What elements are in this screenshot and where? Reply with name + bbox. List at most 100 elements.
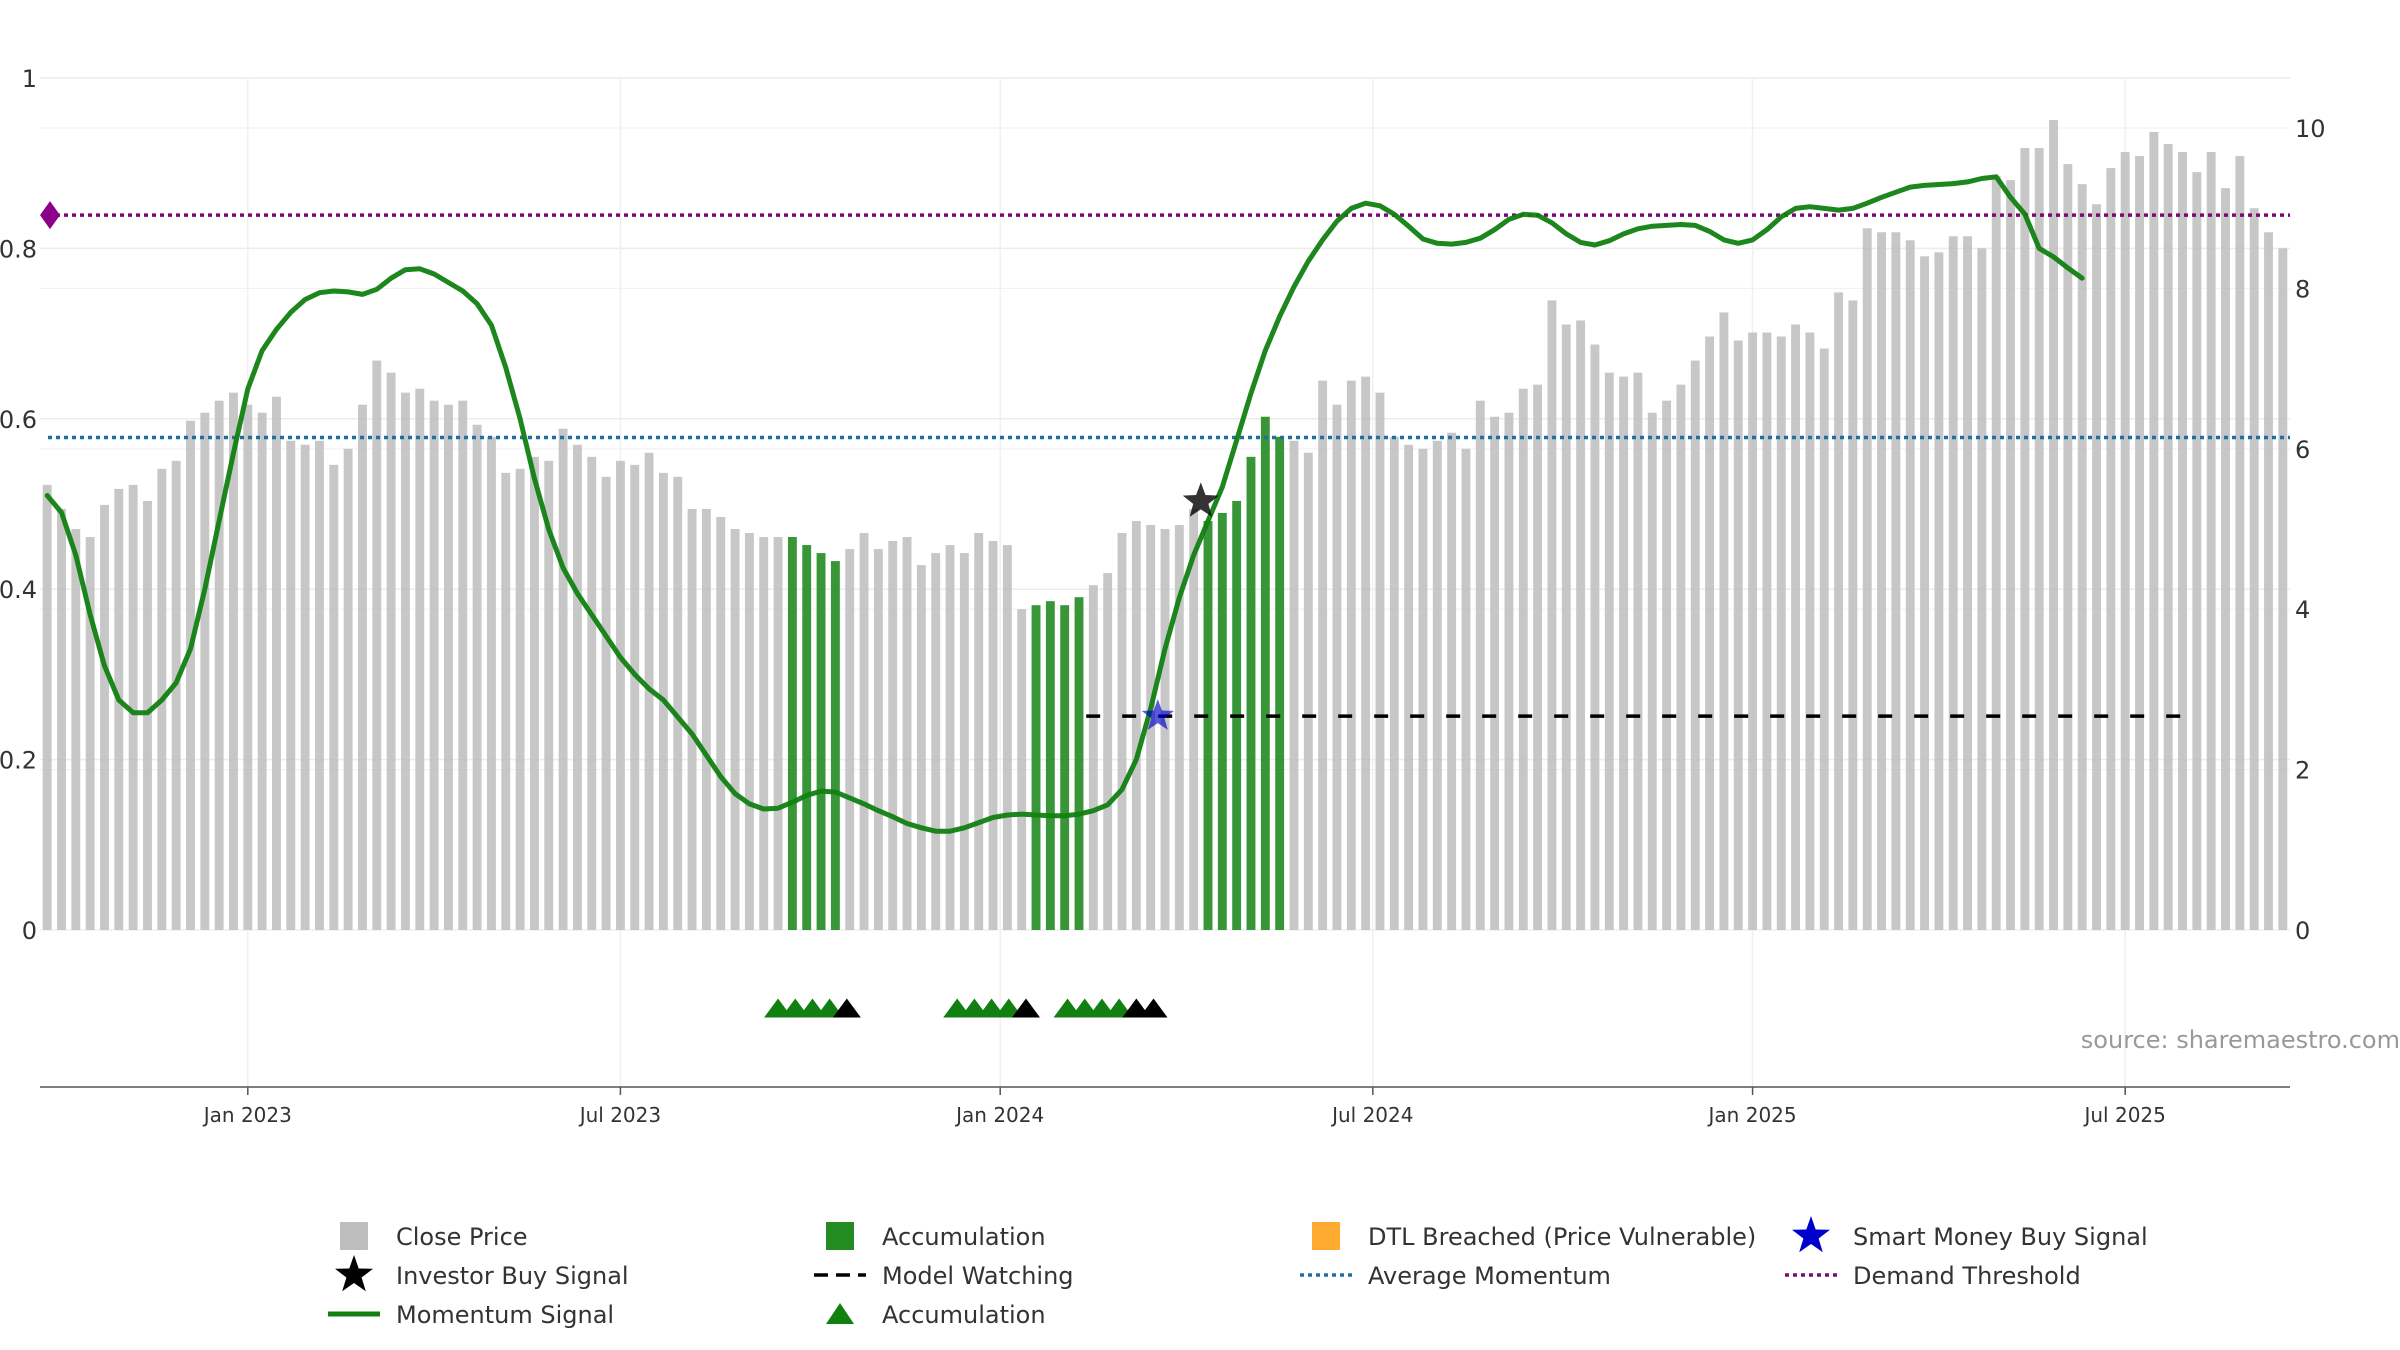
close-price-bar [1776, 336, 1786, 930]
legend-label: Momentum Signal [396, 1301, 614, 1329]
close-price-bar [1619, 376, 1629, 930]
close-price-bar [1920, 256, 1929, 930]
x-tick-label: Jan 2025 [1707, 1103, 1797, 1127]
close-price-bar [845, 549, 855, 930]
close-price-bar [1103, 573, 1113, 930]
accumulation-final-marker [1011, 998, 1040, 1018]
legend-item: Accumulation [826, 1301, 1046, 1329]
close-price-bar [486, 436, 496, 930]
accumulation-bar [1045, 601, 1055, 930]
close-price-bar [171, 460, 181, 930]
close-price-bar [85, 537, 95, 930]
legend-label: Investor Buy Signal [396, 1262, 629, 1290]
close-price-bar [2206, 152, 2216, 930]
signal-markers [40, 201, 1219, 1018]
close-price-bar [315, 440, 324, 930]
close-price-bar [1375, 392, 1385, 930]
close-price-bar [2020, 148, 2030, 931]
close-price-bar [443, 404, 453, 930]
accumulation-bar [802, 545, 812, 930]
close-price-bar [701, 508, 711, 930]
accumulation-final-marker [832, 998, 861, 1018]
close-price-bar [1389, 436, 1399, 930]
close-price-bar [687, 508, 697, 930]
close-price-bar [1948, 236, 1958, 930]
close-price-bar [2178, 152, 2187, 930]
legend-label: Smart Money Buy Signal [1853, 1223, 2148, 1251]
close-price-bar [544, 460, 554, 930]
x-tick-label: Jan 2023 [202, 1103, 292, 1127]
legend-item: Smart Money Buy Signal [1792, 1216, 2148, 1253]
close-price-bar [372, 360, 382, 931]
close-price-bar [902, 537, 912, 930]
close-price-bar [458, 400, 468, 930]
accumulation-bar [1246, 456, 1256, 930]
x-tick-label: Jan 2024 [954, 1103, 1044, 1127]
close-price-bar [1504, 412, 1514, 931]
close-price-bar [2249, 208, 2259, 930]
close-price-bar [1762, 332, 1772, 930]
close-price-bar [1318, 380, 1328, 930]
close-price-bar [1561, 324, 1571, 930]
close-price-bar [1862, 228, 1872, 930]
close-price-bar [2063, 164, 2073, 931]
close-price-bar [358, 404, 367, 930]
legend-item: Demand Threshold [1785, 1262, 2081, 1290]
close-price-bar [988, 541, 998, 930]
close-price-bar [1719, 312, 1729, 931]
close-price-bar [1977, 248, 1987, 931]
right-tick-label: 2 [2295, 757, 2310, 785]
x-tick-label: Jul 2025 [2082, 1103, 2165, 1127]
close-price-bar [2192, 172, 2202, 931]
accumulation-final-marker [1139, 998, 1168, 1018]
accumulation-bar [1217, 512, 1227, 930]
close-price-bar [959, 553, 969, 930]
accumulation-bar [1074, 597, 1084, 930]
close-price-bar [2149, 132, 2159, 930]
close-price-bar [1905, 240, 1915, 930]
close-price-bar [386, 372, 396, 930]
close-price-bar [214, 400, 224, 930]
close-price-bar [1432, 440, 1442, 930]
close-price-bar [143, 500, 152, 930]
legend-label: Close Price [396, 1223, 528, 1251]
close-price-bar [229, 392, 238, 930]
close-price-bar [744, 533, 754, 930]
right-tick-label: 8 [2295, 275, 2310, 303]
legend-label: Accumulation [882, 1223, 1046, 1251]
legend-item: Accumulation [826, 1222, 1046, 1251]
close-price-bar [2163, 144, 2173, 931]
close-price-bar [974, 533, 984, 930]
accumulation-bar [1203, 520, 1213, 930]
close-price-bar [2264, 232, 2273, 930]
close-price-bar [916, 565, 926, 930]
close-price-bar [272, 396, 281, 930]
close-price-bar [329, 464, 339, 930]
left-tick-label: 0.4 [0, 576, 37, 604]
close-price-bar [1404, 444, 1414, 930]
close-price-bar [1576, 320, 1586, 931]
close-price-bar [716, 516, 726, 930]
legend-star [335, 1255, 373, 1292]
close-price-bar [515, 468, 525, 930]
close-price-bar [1834, 292, 1844, 930]
close-price-bar [1934, 252, 1944, 930]
close-price-bar [730, 529, 740, 930]
legend-item: Momentum Signal [328, 1301, 614, 1329]
close-price-bar [2106, 168, 2116, 931]
close-price-bar [1705, 336, 1715, 930]
close-price-bar [200, 412, 210, 931]
close-price-bar [286, 440, 296, 930]
close-price-bar [1590, 344, 1600, 930]
close-price-bar [1533, 384, 1543, 930]
close-price-bar [673, 476, 683, 930]
legend-star [1792, 1216, 1830, 1253]
close-price-bar [2049, 119, 2058, 931]
legend-label: Average Momentum [1368, 1262, 1611, 1290]
accumulation-bar [816, 553, 826, 930]
close-price-bar [300, 444, 310, 930]
accumulation-bar [1275, 436, 1285, 930]
legend-item: DTL Breached (Price Vulnerable) [1312, 1222, 1756, 1251]
close-price-bar [1117, 533, 1127, 930]
